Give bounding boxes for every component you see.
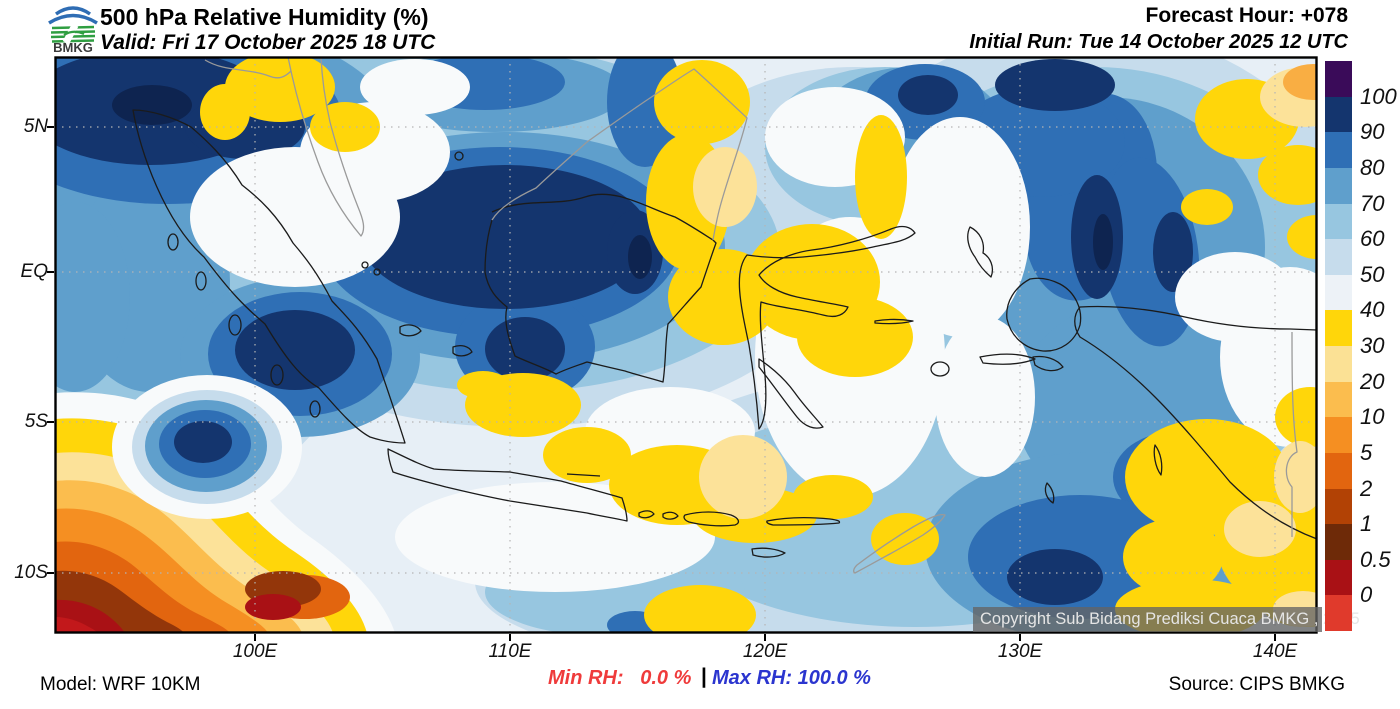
colorbar-block-5 (1325, 239, 1352, 275)
rh-contours (55, 57, 1317, 633)
colorbar-block-2 (1325, 132, 1352, 168)
bmkg-logo-label: BMKG (53, 40, 93, 55)
colorbar-block-12 (1325, 488, 1352, 525)
x-axis-label-110E: 110E (488, 641, 532, 662)
x-axis-label-120E: 120E (742, 641, 788, 662)
colorbar-block-13 (1325, 524, 1352, 560)
colorbar-block-1 (1325, 96, 1352, 133)
colorbar-label-80: 80 (1360, 154, 1385, 180)
colorbar-block-7 (1325, 310, 1352, 346)
initial-run: Initial Run: Tue 14 October 2025 12 UTC (969, 31, 1348, 53)
forecast-hour: Forecast Hour: +078 (1145, 4, 1349, 27)
colorbar-label-70: 70 (1360, 190, 1385, 216)
colorbar-label-1: 1 (1360, 511, 1373, 537)
colorbar-block-6 (1325, 274, 1352, 311)
x-axis-label-100E: 100E (232, 641, 278, 662)
colorbar-label-20: 20 (1360, 368, 1385, 394)
colorbar-block-14 (1325, 559, 1352, 596)
map-ticks (47, 126, 1276, 641)
colorbar-block-11 (1325, 452, 1352, 489)
colorbar-block-10 (1325, 417, 1352, 453)
y-axis-label-EQ: EQ (20, 261, 48, 282)
copyright-overlay: Copyright Sub Bidang Prediksi Cuaca BMKG… (973, 607, 1360, 632)
source-label: Source: CIPS BMKG (1168, 674, 1345, 695)
colorbar-label-30: 30 (1360, 333, 1385, 358)
min-rh-label: Min RH: 0.0 % (548, 667, 692, 689)
colorbar-label-2: 2 (1360, 475, 1373, 501)
colorbar (1325, 61, 1352, 631)
colorbar-label-60: 60 (1360, 226, 1385, 252)
max-rh-label: Max RH: 100.0 % (712, 667, 871, 689)
colorbar-block-15 (1325, 595, 1352, 631)
colorbar-label-100: 100 (1360, 83, 1397, 109)
page-title: 500 hPa Relative Humidity (%) (100, 4, 429, 30)
minmax-separator: | (701, 665, 707, 688)
colorbar-block-0 (1325, 61, 1352, 97)
foreign-coastlines (204, 57, 1298, 574)
gridlines (55, 57, 1317, 633)
colorbar-label-0: 0 (1360, 582, 1373, 608)
y-axis-label-10S: 10S (14, 562, 48, 583)
x-axis-label-130E: 130E (997, 641, 1043, 662)
map-border (54, 56, 1318, 634)
colorbar-label-5: 5 (1360, 439, 1373, 465)
valid-time: Valid: Fri 17 October 2025 18 UTC (100, 31, 436, 54)
colorbar-block-9 (1325, 381, 1352, 418)
colorbar-label-40: 40 (1360, 297, 1385, 323)
colorbar-block-8 (1325, 346, 1352, 382)
colorbar-label-90: 90 (1360, 119, 1385, 145)
y-axis-label-5N: 5N (23, 116, 48, 137)
colorbar-label-10: 10 (1360, 404, 1385, 430)
colorbar-block-3 (1325, 167, 1352, 204)
colorbar-block-4 (1325, 203, 1352, 240)
model-label: Model: WRF 10KM (40, 674, 201, 695)
bmkg-logo (48, 6, 98, 43)
colorbar-label-0.5: 0.5 (1360, 546, 1391, 572)
coastlines (132, 109, 1317, 558)
y-axis-label-5S: 5S (24, 411, 48, 432)
x-axis-label-140E: 140E (1252, 641, 1298, 662)
colorbar-label-50: 50 (1360, 261, 1385, 287)
